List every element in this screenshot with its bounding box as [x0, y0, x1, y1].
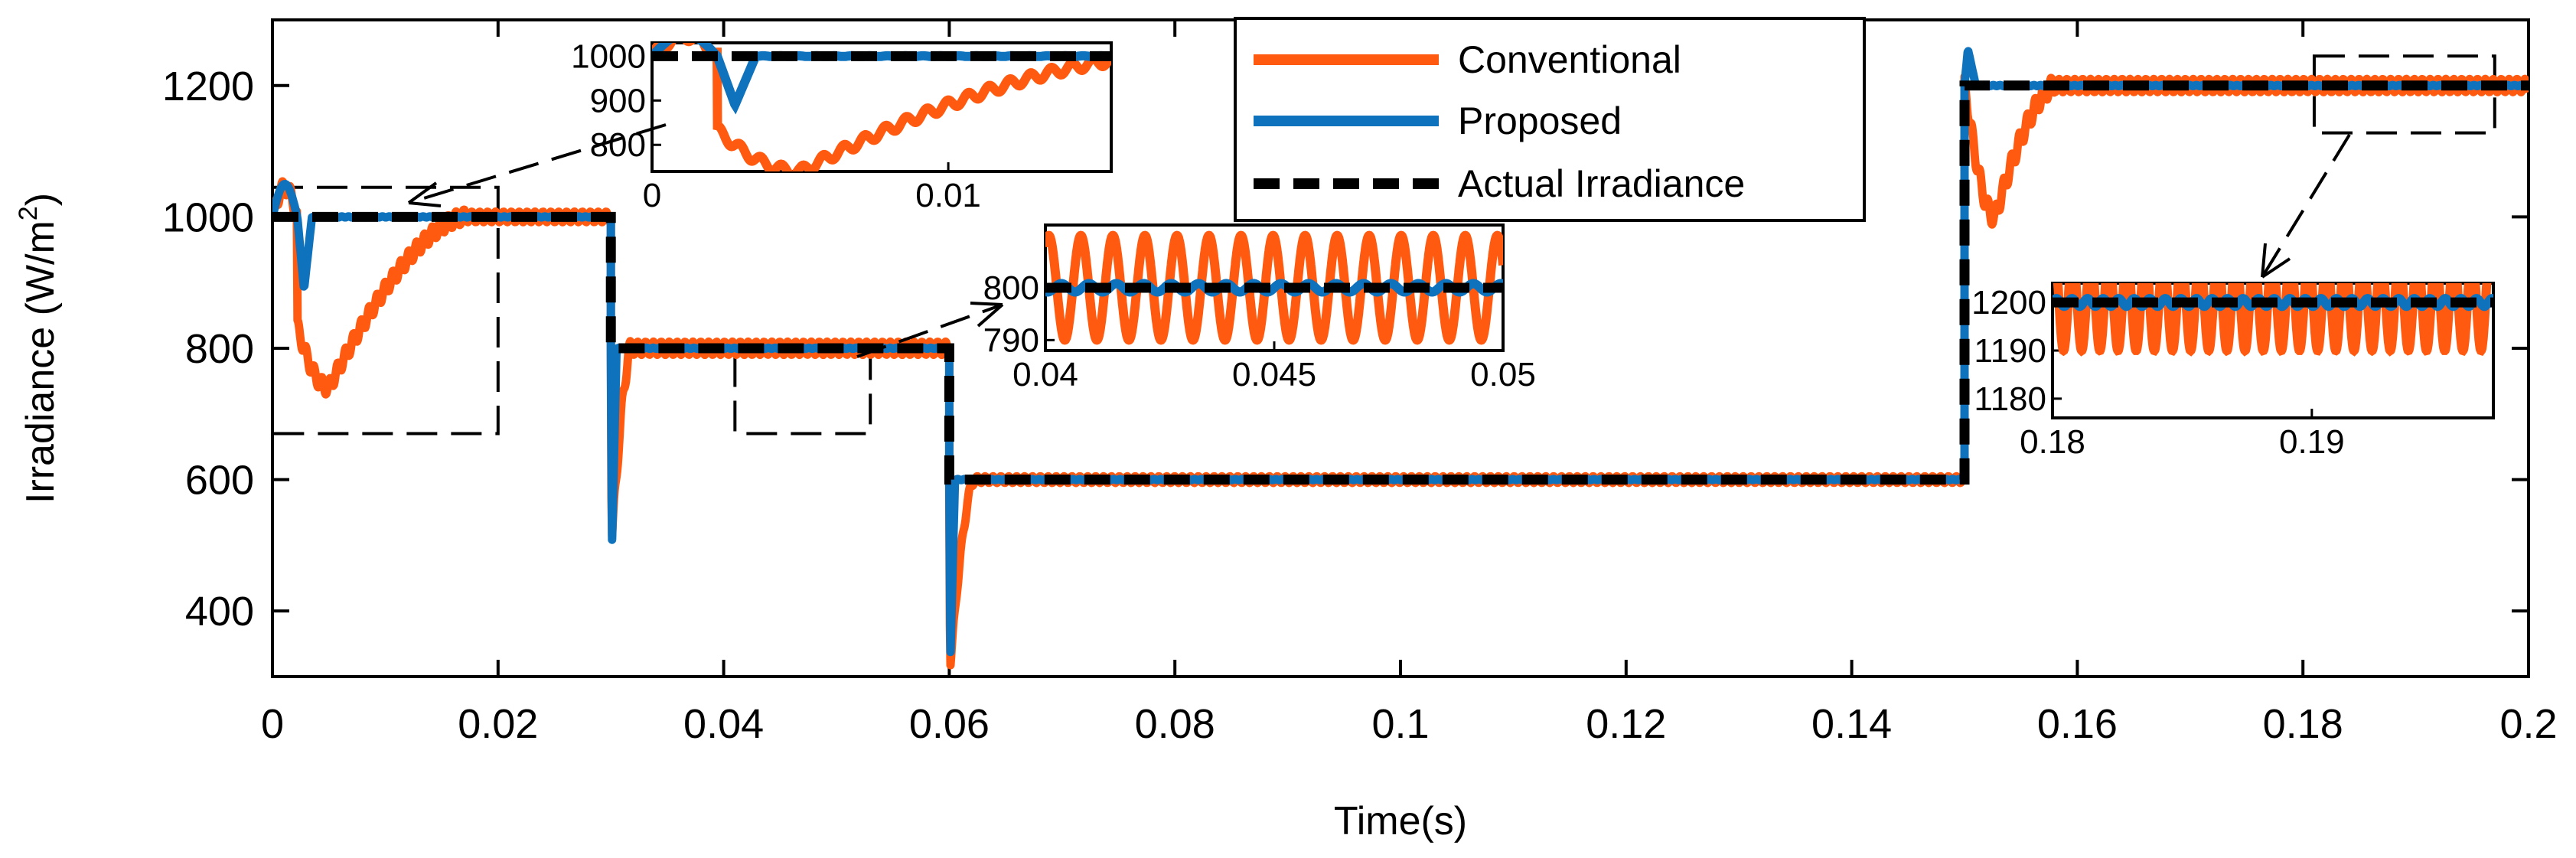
x-tick-label: 0.2 — [2499, 701, 2557, 747]
inset-x-tick-label: 0.05 — [1470, 356, 1536, 393]
inset-2-series — [1045, 230, 1503, 345]
inset-2: 0.04 0.045 0.05 800 790 — [983, 223, 1536, 393]
legend-label-proposed: Proposed — [1458, 100, 1622, 142]
zoom-arrow-2a — [856, 303, 1003, 358]
zoom-arrow-3a — [2261, 133, 2351, 279]
zoom-arrows — [407, 123, 2351, 358]
y-axis-label-superscript: 2 — [14, 206, 43, 220]
y-tick-label: 1000 — [162, 194, 254, 240]
legend: Conventional Proposed Actual Irradiance — [1234, 17, 1866, 222]
x-tick-label: 0.06 — [909, 701, 990, 747]
inset-x-tick-label: 0.045 — [1232, 356, 1316, 393]
zoom-box-3 — [2312, 54, 2496, 135]
x-tick-label: 0.08 — [1135, 701, 1215, 747]
inset-y-tick-label: 1180 — [1974, 380, 2046, 418]
zoom-box-1 — [271, 185, 500, 436]
inset-3-ticks: 0.18 0.19 1200 1190 1180 — [1971, 284, 2345, 461]
inset-x-tick-label: 0.04 — [1012, 356, 1078, 393]
inset-3: 0.18 0.19 1200 1190 1180 — [1971, 282, 2495, 461]
inset-1-line-conventional — [652, 43, 1111, 171]
legend-label-conventional: Conventional — [1458, 38, 1681, 81]
x-tick-label: 0.04 — [683, 701, 764, 747]
inset-x-tick-label: 0 — [643, 177, 661, 214]
x-tick-label: 0.1 — [1371, 701, 1429, 747]
inset-x-tick-label: 0.19 — [2279, 423, 2345, 461]
y-tick-label: 1200 — [162, 64, 254, 109]
inset-y-tick-label: 1190 — [1974, 332, 2046, 370]
zoom-arrow-3-head — [2261, 243, 2291, 279]
y-axis-label-suffix: ) — [18, 193, 63, 206]
series-line-proposed — [272, 47, 2529, 657]
x-tick-label: 0.14 — [1811, 701, 1892, 747]
x-tick-label: 0 — [261, 701, 284, 747]
inset-2-line-conventional — [1045, 230, 1503, 345]
zoom-arrow-1-head — [407, 181, 442, 207]
x-tick-label: 0.02 — [458, 701, 538, 747]
zoom-arrow-1a — [408, 123, 667, 204]
x-axis-label: Time(s) — [1334, 799, 1467, 843]
x-tick-label: 0.18 — [2263, 701, 2343, 747]
inset-y-tick-label: 1000 — [571, 38, 646, 75]
y-tick-label: 400 — [185, 589, 254, 635]
inset-3-series — [2053, 283, 2493, 357]
inset-y-tick-label: 800 — [983, 269, 1039, 307]
inset-x-tick-label: 0.01 — [915, 177, 981, 214]
inset-y-tick-label: 900 — [590, 82, 646, 119]
main-series — [272, 47, 2529, 670]
y-axis-label-main: Irradiance (W/m — [18, 220, 63, 504]
inset-2-ticks: 0.04 0.045 0.05 800 790 — [983, 269, 1536, 393]
inset-x-tick-label: 0.18 — [2020, 423, 2085, 461]
x-tick-label: 0.16 — [2037, 701, 2118, 747]
legend-label-actual-irradiance: Actual Irradiance — [1458, 162, 1745, 205]
main-tick-labels: 0 0.02 0.04 0.06 0.08 0.1 0.12 0.14 0.16 0.18 0.2 4… — [162, 64, 2558, 747]
y-tick-label: 600 — [185, 458, 254, 504]
inset-y-tick-label: 1200 — [1971, 284, 2046, 321]
x-tick-label: 0.12 — [1586, 701, 1666, 747]
y-axis-label: Irradiance (W/m2) — [14, 193, 63, 504]
zoom-arrow-2-head — [970, 302, 1004, 328]
y-tick-label: 800 — [185, 326, 254, 372]
inset-y-tick-label: 790 — [983, 321, 1039, 359]
inset-1-series — [652, 43, 1111, 171]
